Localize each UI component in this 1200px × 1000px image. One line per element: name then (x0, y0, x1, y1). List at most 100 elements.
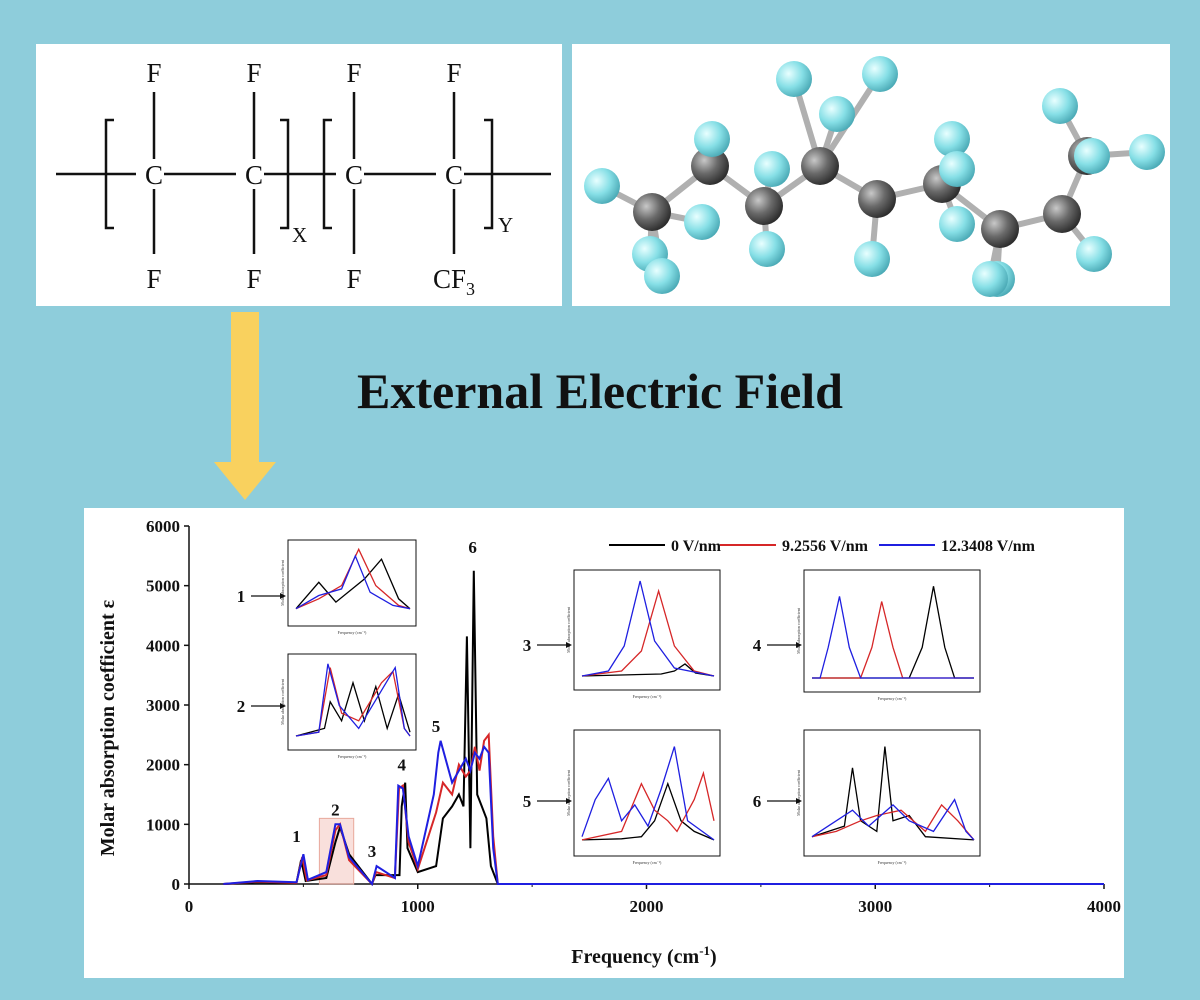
inset-callout-label: 2 (237, 697, 246, 716)
inset-4: Frequency (cm⁻¹) Molar absorption coeffic… (753, 569, 981, 701)
inset-frame (803, 569, 981, 693)
inset-2: Frequency (cm⁻¹) Molar absorption coeffic… (237, 653, 417, 759)
series-line-2 (223, 740, 533, 887)
subscript-y: Y (498, 213, 513, 237)
bottom-atom-4: CF3 (433, 264, 475, 299)
inset-series-1 (581, 588, 715, 677)
inset-series-2 (295, 663, 411, 737)
chart-insets: Frequency (cm⁻¹) Molar absorption coeffic… (237, 539, 981, 865)
inset-x-label: Frequency (cm⁻¹) (338, 754, 367, 759)
inset-y-label: Molar absorption coefficient (566, 606, 571, 653)
inset-y-label: Molar absorption coefficient (796, 769, 801, 816)
inset-callout-label: 3 (523, 636, 532, 655)
chart-series (223, 570, 1104, 887)
fluorine-atom (644, 258, 680, 294)
polymer-structure-panel: F F F F C C C C F F F CF3 X Y (36, 44, 562, 306)
fluorine-atom (819, 96, 855, 132)
y-tick-label: 5000 (146, 577, 180, 596)
carbon-atom (981, 210, 1019, 248)
x-axis-label: Frequency (cm-1) (571, 943, 716, 968)
y-tick-label: 6000 (146, 517, 180, 536)
inset-series-0 (295, 680, 411, 737)
top-atom-4: F (446, 58, 461, 88)
inset-y-label: Molar absorption coefficient (280, 559, 285, 606)
inset-callout-label: 6 (753, 792, 762, 811)
inset-callout-arrowhead (796, 798, 802, 804)
fluorine-atom (694, 121, 730, 157)
series-line-1 (223, 732, 533, 886)
fluorine-atom (1076, 236, 1112, 272)
field-arrow (214, 312, 276, 500)
inset-frame (287, 539, 417, 627)
subscript-x: X (292, 223, 307, 247)
peak-label-3: 3 (368, 842, 377, 861)
inset-series-2 (295, 554, 411, 610)
inset-y-label: Molar absorption coefficient (280, 678, 285, 725)
carbon-atom (801, 147, 839, 185)
model-atoms (584, 56, 1165, 297)
carbon-atom (633, 193, 671, 231)
inset-callout-arrowhead (566, 798, 572, 804)
inset-x-label: Frequency (cm⁻¹) (878, 860, 907, 865)
carbon-atom (745, 187, 783, 225)
x-tick-label: 3000 (858, 897, 892, 916)
inset-frame (803, 729, 981, 857)
inset-callout-arrowhead (566, 642, 572, 648)
top-atom-2: F (246, 58, 261, 88)
fluorine-atom (749, 231, 785, 267)
carbon-atom (691, 147, 729, 185)
inset-x-label: Frequency (cm⁻¹) (633, 694, 662, 699)
legend-label-0: 0 V/nm (671, 538, 722, 555)
molecule-model-panel (572, 44, 1170, 306)
inset-callout-label: 4 (753, 636, 762, 655)
backbone-atom-2: C (245, 160, 263, 190)
inset-x-label: Frequency (cm⁻¹) (338, 630, 367, 635)
fluorine-atom (934, 121, 970, 157)
fluorine-atom (1074, 138, 1110, 174)
spectrum-chart-panel: 0 1000 2000 3000 4000 5000 6000 0 1000 2000 3000 40… (84, 508, 1124, 978)
inset-callout-arrowhead (280, 593, 286, 599)
inset-series-1 (811, 803, 975, 841)
legend-label-2: 12.3408 V/nm (941, 538, 1036, 555)
inset-x-label: Frequency (cm⁻¹) (878, 696, 907, 701)
inset-callout-label: 1 (237, 587, 246, 606)
carbon-atom (858, 180, 896, 218)
top-atom-1: F (146, 58, 161, 88)
inset-series-1 (581, 770, 715, 841)
x-tick-label: 4000 (1087, 897, 1121, 916)
bottom-atom-3: F (346, 264, 361, 294)
inset-y-label: Molar absorption coefficient (566, 769, 571, 816)
y-axis-label: Molar absorption coefficient ε (97, 599, 119, 856)
inset-series-2 (811, 798, 975, 841)
x-tick-label: 0 (185, 897, 194, 916)
chart-legend: 0 V/nm 9.2556 V/nm 12.3408 V/nm (609, 538, 1036, 555)
inset-frame (573, 729, 721, 857)
backbone-atom-1: C (145, 160, 163, 190)
fluorine-atom (1129, 134, 1165, 170)
inset-series-1 (295, 547, 411, 610)
inset-5: Frequency (cm⁻¹) Molar absorption coeffic… (523, 729, 721, 865)
fluorine-atom (584, 168, 620, 204)
y-tick-label: 2000 (146, 756, 180, 775)
peak-label-6: 6 (468, 538, 477, 557)
inset-callout-arrowhead (796, 642, 802, 648)
fluorine-atom (776, 61, 812, 97)
bottom-atom-2: F (246, 264, 261, 294)
series-line-0 (223, 570, 533, 887)
x-tick-label: 1000 (401, 897, 435, 916)
fluorine-atom (1042, 88, 1078, 124)
bottom-atom-1: F (146, 264, 161, 294)
y-tick-label: 1000 (146, 815, 180, 834)
inset-series-0 (581, 781, 715, 841)
backbone-atom-4: C (445, 160, 463, 190)
chart-peak-labels: 1 2 3 4 5 6 (292, 538, 477, 861)
peak-label-4: 4 (397, 756, 406, 775)
ball-and-stick-model (584, 56, 1165, 297)
inset-callout-arrowhead (280, 703, 286, 709)
inset-6: Frequency (cm⁻¹) Molar absorption coeffic… (753, 729, 981, 865)
fluorine-atom (754, 151, 790, 187)
y-tick-label: 3000 (146, 696, 180, 715)
peak-label-2: 2 (331, 800, 340, 819)
x-tick-label: 2000 (630, 897, 664, 916)
